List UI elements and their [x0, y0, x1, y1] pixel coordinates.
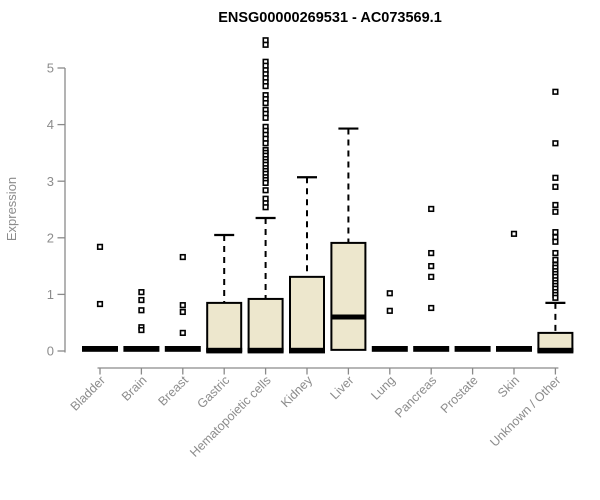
y-tick-label: 2 — [47, 230, 54, 245]
outlier-point — [138, 326, 145, 334]
outlier-point — [428, 262, 435, 270]
median-line — [537, 347, 574, 354]
x-tick-label-brain: Brain — [119, 373, 150, 404]
outlier-point — [262, 179, 269, 186]
outlier-point — [138, 296, 145, 304]
outlier-point — [179, 308, 186, 316]
y-tick-label: 0 — [47, 344, 54, 359]
box-pancreas — [413, 205, 450, 352]
collapsed-box — [371, 346, 408, 352]
collapsed-box — [496, 346, 532, 352]
x-tick-label-hematopoietic-cells: Hematopoietic cells — [187, 373, 274, 460]
outlier-point — [262, 83, 269, 90]
outlier-point — [552, 249, 559, 257]
box-bladder — [82, 243, 118, 352]
outlier-point — [138, 289, 145, 296]
x-tick-label-prostate: Prostate — [438, 373, 481, 416]
outlier-point — [552, 208, 559, 215]
collapsed-box — [164, 346, 201, 352]
y-tick-label: 4 — [47, 117, 54, 132]
chart-title: ENSG00000269531 - AC073569.1 — [218, 10, 442, 26]
x-tick-label-unknown-other: Unknown / Other — [487, 373, 563, 449]
outlier-point — [552, 183, 559, 190]
y-tick-label: 3 — [47, 174, 54, 189]
outlier-point — [428, 249, 435, 257]
x-tick-label-kidney: Kidney — [278, 373, 315, 410]
box-skin — [496, 230, 532, 352]
outlier-point — [138, 307, 145, 314]
outlier-point — [262, 41, 269, 48]
outlier-point — [428, 304, 435, 312]
box-kidney — [289, 176, 325, 354]
iqr-box — [247, 297, 284, 353]
box-hematopoietic-cells — [247, 37, 284, 354]
outlier-point — [552, 201, 559, 209]
box-brain — [123, 289, 160, 352]
box-liver — [330, 127, 367, 351]
box-lung — [371, 290, 408, 352]
outlier-point — [96, 300, 104, 308]
y-tick-label: 1 — [47, 287, 54, 302]
outlier-point — [552, 88, 559, 95]
outlier-point — [428, 205, 435, 213]
iqr-box — [206, 301, 243, 353]
iqr-box — [330, 241, 367, 351]
box-prostate — [454, 346, 491, 352]
median-line — [289, 347, 325, 354]
collapsed-box — [123, 346, 160, 352]
x-tick-label-breast: Breast — [155, 373, 191, 409]
outlier-point — [179, 253, 186, 261]
x-tick-label-skin: Skin — [495, 373, 522, 400]
outlier-point — [552, 140, 559, 147]
x-tick-label-gastric: Gastric — [194, 373, 232, 411]
outlier-point — [179, 329, 186, 336]
outlier-point — [179, 302, 186, 309]
outlier-point — [552, 174, 559, 181]
box-unknown-other — [537, 88, 574, 354]
x-tick-label-liver: Liver — [327, 373, 356, 402]
collapsed-box — [82, 346, 118, 352]
outlier-point — [386, 307, 393, 314]
outlier-point — [96, 243, 104, 250]
outlier-point — [262, 114, 269, 121]
outlier-point — [386, 290, 393, 297]
outlier-point — [428, 273, 435, 280]
y-tick-label: 5 — [47, 61, 54, 76]
x-tick-label-lung: Lung — [368, 373, 398, 403]
iqr-box — [289, 275, 325, 353]
x-tick-label-bladder: Bladder — [68, 373, 108, 413]
y-axis-label: Expression — [4, 177, 19, 241]
collapsed-box — [413, 346, 450, 352]
median-line — [247, 347, 284, 354]
outlier-point — [552, 229, 559, 236]
plot-area: 0 1 2 3 4 5 Bladder Brain Breast GastricHematopoi… — [47, 37, 574, 460]
outlier-point — [262, 140, 269, 147]
outlier-point — [552, 294, 559, 301]
outlier-point — [552, 238, 559, 245]
x-tick-label-pancreas: Pancreas — [392, 373, 439, 420]
outlier-point — [262, 204, 269, 211]
median-line — [206, 347, 243, 354]
outlier-point — [552, 256, 559, 263]
outlier-point — [262, 99, 269, 107]
box-breast — [164, 253, 201, 352]
box-gastric — [206, 233, 243, 354]
outlier-point — [262, 187, 269, 194]
collapsed-box — [454, 346, 491, 352]
outlier-point — [510, 230, 518, 237]
